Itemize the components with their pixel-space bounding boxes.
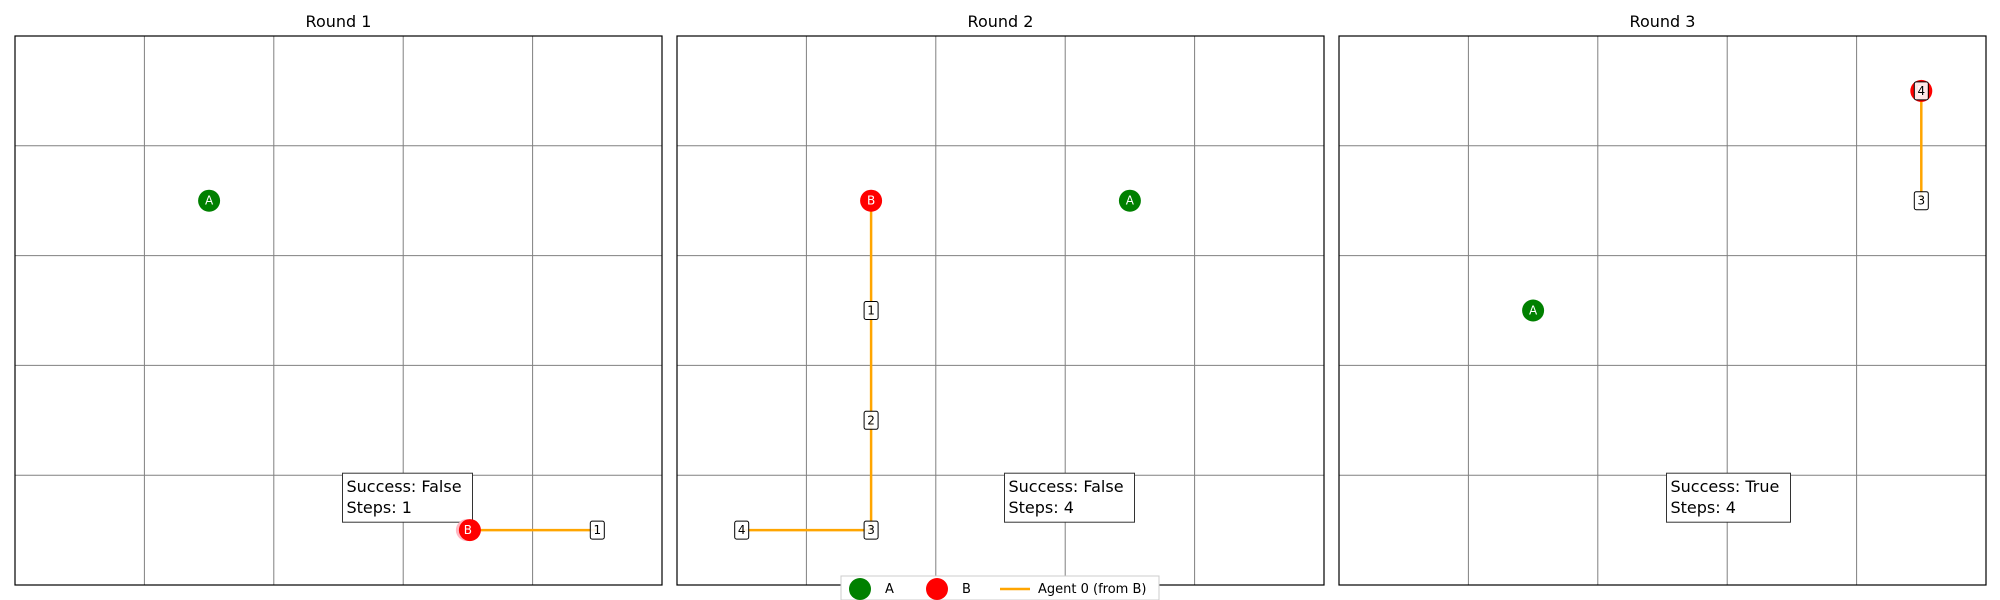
step-label: 3 (867, 523, 875, 537)
node-a-marker (1522, 299, 1545, 322)
info-box (1004, 472, 1135, 523)
steps-text: Steps: 1 (347, 498, 412, 517)
legend: A B Agent 0 (from B) (840, 575, 1160, 600)
node-b-marker (860, 189, 883, 212)
step-label: 1 (593, 523, 601, 537)
legend-label: B (962, 582, 971, 597)
legend-label: A (885, 582, 894, 597)
legend-label: Agent 0 (from B) (1038, 582, 1146, 597)
panel-title: Round 1 (306, 12, 372, 31)
step-label-box (863, 410, 879, 430)
legend-a-swatch (849, 578, 871, 600)
success-text: Success: False (347, 477, 462, 496)
panel-title: Round 3 (1630, 12, 1696, 31)
node-a-label: A (1126, 194, 1135, 208)
panels-layer: Round 1 Success: False Steps: 1 A B 1 Round 2 S… (14, 12, 1987, 586)
node-b-marker (458, 519, 481, 542)
node-a-marker (198, 189, 221, 212)
step-label-box (863, 520, 879, 540)
panel-title: Round 2 (968, 12, 1034, 31)
success-text: Success: True (1671, 477, 1780, 496)
step-label: 4 (1917, 84, 1925, 98)
step-label: 3 (1917, 194, 1925, 208)
step-label-box (863, 301, 879, 320)
node-a-marker (1118, 189, 1141, 212)
step-label-box (1913, 81, 1929, 101)
step-label: 2 (867, 413, 875, 427)
step-label-box (734, 520, 750, 540)
panel-round-1: Round 1 Success: False Steps: 1 A B 1 (14, 12, 663, 586)
step-label-box (589, 520, 605, 540)
info-box (342, 472, 473, 523)
step-label: 1 (867, 304, 875, 318)
node-b-label: B (867, 194, 875, 208)
panel-frame (14, 35, 663, 586)
info-box (1666, 472, 1791, 523)
node-a-label: A (1529, 304, 1538, 318)
steps-text: Steps: 4 (1671, 498, 1736, 517)
step-label: 4 (738, 523, 746, 537)
panel-round-2: Round 2 Success: False Steps: 4 A B 1 2 3 4 (676, 12, 1325, 586)
legend-b-swatch (926, 578, 948, 600)
steps-text: Steps: 4 (1009, 498, 1074, 517)
node-b-label: B (464, 523, 472, 537)
panel-frame (1338, 35, 1987, 586)
success-text: Success: False (1009, 477, 1124, 496)
node-a-label: A (205, 194, 214, 208)
step-label-box (1913, 191, 1929, 211)
